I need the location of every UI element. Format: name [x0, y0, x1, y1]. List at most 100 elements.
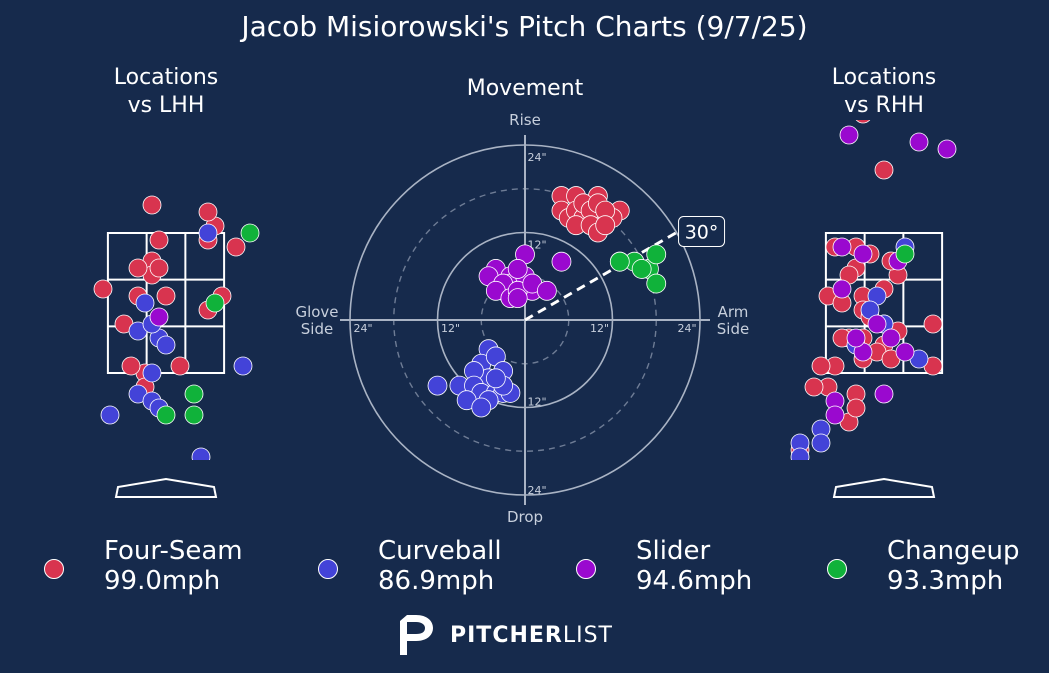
brand-light: LIST [562, 622, 613, 648]
lhh-curveball-point [233, 356, 253, 376]
rhh-slider-point [839, 125, 859, 145]
rhh-slider-point [909, 132, 929, 152]
lhh-four_seam-point [142, 195, 162, 215]
rhh-slider-point [853, 244, 873, 264]
legend-changeup-name: Changeup [887, 536, 1020, 566]
lhh-curveball-point [142, 363, 162, 383]
movement-changeup-point [646, 273, 667, 294]
movement-tick-24-left: 24" [353, 322, 372, 335]
rhh-slider-point [832, 279, 852, 299]
rhh-four_seam-point [923, 314, 943, 334]
lhh-changeup-point [184, 384, 204, 404]
rhh-home-plate [832, 477, 936, 498]
lhh-slider-point [149, 307, 169, 327]
rhh-panel-title-text: Locations vs RHH [831, 65, 937, 118]
movement-tick-24-right: 24" [677, 322, 696, 335]
lhh-curveball-point [198, 223, 218, 243]
movement-rise-label: Rise [509, 111, 541, 129]
movement-panel-title: Movement [466, 76, 584, 101]
movement-slider-point [536, 280, 557, 301]
legend-changeup-marker [827, 559, 847, 579]
rhh-slider-point [846, 328, 866, 348]
lhh-four_seam-point [156, 286, 176, 306]
legend-four-seam-speed: 99.0mph [104, 566, 221, 596]
rhh-curveball-point [790, 447, 810, 460]
movement-four_seam-point [595, 215, 616, 236]
rhh-curveball-point [811, 433, 831, 453]
lhh-four_seam-point [226, 237, 246, 257]
pitcherlist-logo-icon [400, 615, 433, 655]
movement-slider-point [551, 251, 572, 272]
movement-changeup-point [631, 259, 652, 279]
legend-slider-name: Slider [636, 536, 711, 566]
lhh-curveball-point [156, 335, 176, 355]
movement-arm-angle-box [678, 216, 726, 247]
lhh-changeup-point [205, 293, 225, 313]
movement-tick-12-right: 12" [590, 322, 609, 335]
lhh-four_seam-point [149, 230, 169, 250]
rhh-slider-point [881, 328, 901, 348]
rhh-slider-point [867, 314, 887, 334]
lhh-panel-title-text: Locations vs LHH [113, 65, 219, 118]
movement-tick-24-bottom: 24" [527, 484, 546, 497]
rhh-slider-point [937, 139, 957, 159]
rhh-four_seam-point [874, 160, 894, 180]
rhh-four_seam-point [855, 120, 871, 124]
pitcherlist-brand: PITCHERLIST [396, 612, 613, 658]
movement-arm-label: Arm [718, 303, 749, 321]
pitcherlist-wordmark: PITCHERLIST [450, 623, 613, 648]
lhh-four_seam-point [198, 202, 218, 222]
rhh-four_seam-point [811, 356, 831, 376]
movement-slider-point [507, 259, 528, 279]
rhh-panel-title: Locations vs RHH [774, 64, 994, 120]
movement-glove-label: Glove [295, 303, 338, 321]
movement-curveball-point [485, 368, 506, 389]
movement-arm-angle-label: 30° [685, 222, 719, 244]
movement-drop-label: Drop [507, 508, 543, 526]
legend-curveball-name: Curveball [378, 536, 502, 566]
movement-curveball-point [471, 397, 492, 418]
rhh-four_seam-point [846, 398, 866, 418]
movement-tick-12-bottom: 12" [527, 396, 546, 409]
rhh-four_seam-point [804, 377, 824, 397]
rhh-slider-point [832, 237, 852, 257]
rhh-slider-point [895, 342, 915, 362]
chart-title: Jacob Misiorowski's Pitch Charts (9/7/25… [241, 10, 808, 43]
brand-bold: PITCHER [450, 622, 563, 648]
legend-changeup-speed: 93.3mph [887, 566, 1004, 596]
lhh-curveball-point [191, 447, 211, 460]
lhh-changeup-point [156, 405, 176, 425]
lhh-points [93, 195, 260, 480]
movement-glove-label-2: Side [301, 320, 333, 338]
movement-slider-point [507, 288, 528, 309]
lhh-changeup-point [240, 223, 260, 243]
movement-arm-label-2: Side [717, 320, 749, 338]
lhh-curveball-point [135, 293, 155, 313]
lhh-curveball-point [115, 462, 133, 480]
legend-slider-marker [576, 559, 596, 579]
lhh-four_seam-point [128, 258, 148, 278]
rhh-points [790, 120, 957, 460]
legend-slider-speed: 94.6mph [636, 566, 753, 596]
legend-four-seam-marker [44, 559, 64, 579]
movement-tick-12-left: 12" [441, 322, 460, 335]
rhh-changeup-point [895, 244, 915, 264]
movement-tick-24-top: 24" [527, 151, 546, 164]
lhh-four_seam-point [121, 356, 141, 376]
rhh-slider-point [874, 384, 894, 404]
lhh-four_seam-point [170, 356, 190, 376]
lhh-four_seam-point [93, 279, 113, 299]
movement-curveball-point [427, 375, 448, 396]
lhh-four_seam-point [149, 258, 169, 278]
legend-four-seam-name: Four-Seam [104, 536, 243, 566]
lhh-panel-title: Locations vs LHH [56, 64, 276, 120]
legend-curveball-marker [318, 559, 338, 579]
lhh-changeup-point [184, 405, 204, 425]
legend-curveball-speed: 86.9mph [378, 566, 495, 596]
lhh-curveball-point [100, 405, 120, 425]
lhh-home-plate [114, 477, 218, 498]
movement-changeup-point [646, 244, 667, 265]
movement-changeup-point [609, 251, 630, 272]
rhh-slider-point [825, 405, 845, 425]
